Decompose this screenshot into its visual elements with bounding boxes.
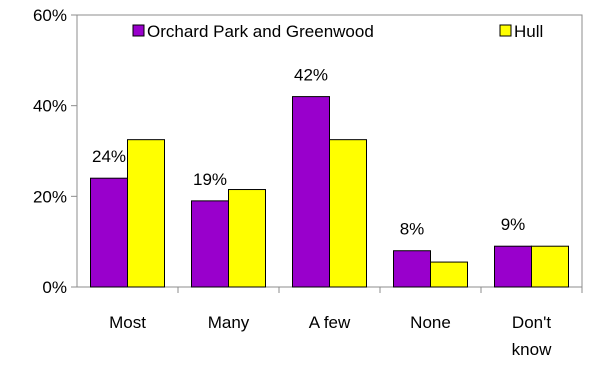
x-tick-label: Most — [109, 313, 146, 332]
chart-legend: Orchard Park and Greenwood Hull — [132, 22, 543, 41]
legend-label-1: Hull — [514, 22, 543, 41]
data-label: 19% — [193, 170, 227, 189]
bar-1-0 — [127, 139, 165, 288]
x-tick-label: know — [512, 340, 552, 359]
y-tick-label: 40% — [33, 97, 67, 116]
legend-label-0: Orchard Park and Greenwood — [147, 22, 374, 41]
bar-1-2 — [329, 139, 367, 288]
bar-0-0 — [90, 177, 128, 288]
bar-1-3 — [430, 261, 468, 288]
data-label: 24% — [92, 147, 126, 166]
data-label: 42% — [294, 66, 328, 85]
bar-0-1 — [191, 200, 229, 288]
x-tick-label: Don't — [512, 313, 551, 332]
y-tick-label: 20% — [33, 187, 67, 206]
y-tick-label: 60% — [33, 6, 67, 25]
legend-swatch-0 — [132, 24, 145, 37]
bar-1-4 — [531, 245, 569, 288]
y-tick-label: 0% — [42, 278, 67, 297]
chart-axes: 0% 20% 40% 60% Most Many A few None Don't know — [33, 6, 583, 359]
bar-1-1 — [228, 189, 266, 288]
legend-swatch-1 — [499, 24, 512, 37]
data-label: 9% — [501, 215, 526, 234]
bar-0-2 — [292, 96, 330, 288]
bar-0-3 — [393, 250, 431, 288]
x-tick-label: A few — [309, 313, 351, 332]
chart-bars — [90, 96, 569, 288]
chart-data-labels: 24% 19% 42% 8% 9% — [92, 66, 525, 239]
data-label: 8% — [400, 220, 425, 239]
bar-0-4 — [494, 245, 532, 288]
x-tick-label: Many — [208, 313, 250, 332]
x-tick-label: None — [410, 313, 451, 332]
